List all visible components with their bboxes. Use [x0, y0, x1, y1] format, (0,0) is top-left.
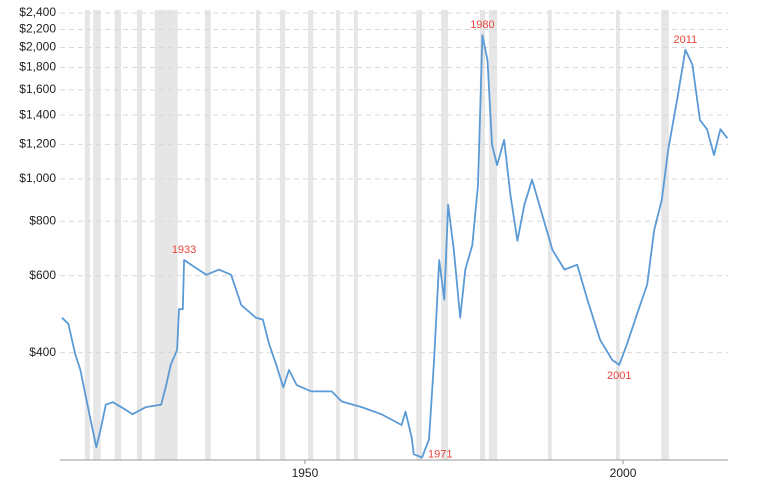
- recession-band: [114, 10, 122, 460]
- y-tick-label: $1,400: [19, 107, 56, 121]
- recession-band: [136, 10, 143, 460]
- recession-band: [154, 10, 178, 460]
- y-tick-label: $2,400: [19, 5, 56, 19]
- y-tick-label: $800: [29, 213, 56, 227]
- recession-band: [661, 10, 669, 460]
- recession-band: [353, 10, 358, 460]
- recession-band: [336, 10, 340, 460]
- annotation: 1933: [172, 244, 196, 256]
- recession-band: [255, 10, 260, 460]
- y-tick-label: $1,800: [19, 60, 56, 74]
- x-tick-label: 1950: [292, 466, 319, 480]
- y-tick-label: $2,000: [19, 40, 56, 54]
- annotation: 2011: [674, 34, 698, 46]
- recession-band: [616, 10, 620, 460]
- y-tick-label: $600: [29, 268, 56, 282]
- recession-band: [93, 10, 101, 460]
- recession-band: [488, 10, 498, 460]
- annotation: 1971: [428, 448, 452, 460]
- x-tick-label: 2000: [610, 466, 637, 480]
- annotation: 2001: [607, 370, 631, 382]
- recession-band: [416, 10, 422, 460]
- y-tick-label: $1,200: [19, 137, 56, 151]
- annotation: 1980: [470, 19, 494, 31]
- recession-band: [547, 10, 552, 460]
- y-tick-label: $2,200: [19, 22, 56, 36]
- y-tick-label: $1,600: [19, 82, 56, 96]
- y-tick-label: $400: [29, 345, 56, 359]
- recession-band: [205, 10, 211, 460]
- recession-band: [280, 10, 286, 460]
- recession-band: [84, 10, 90, 460]
- price-line: [61, 34, 729, 459]
- recession-band: [308, 10, 314, 460]
- recession-band: [441, 10, 449, 460]
- y-tick-label: $1,000: [19, 171, 56, 185]
- recession-band: [479, 10, 485, 460]
